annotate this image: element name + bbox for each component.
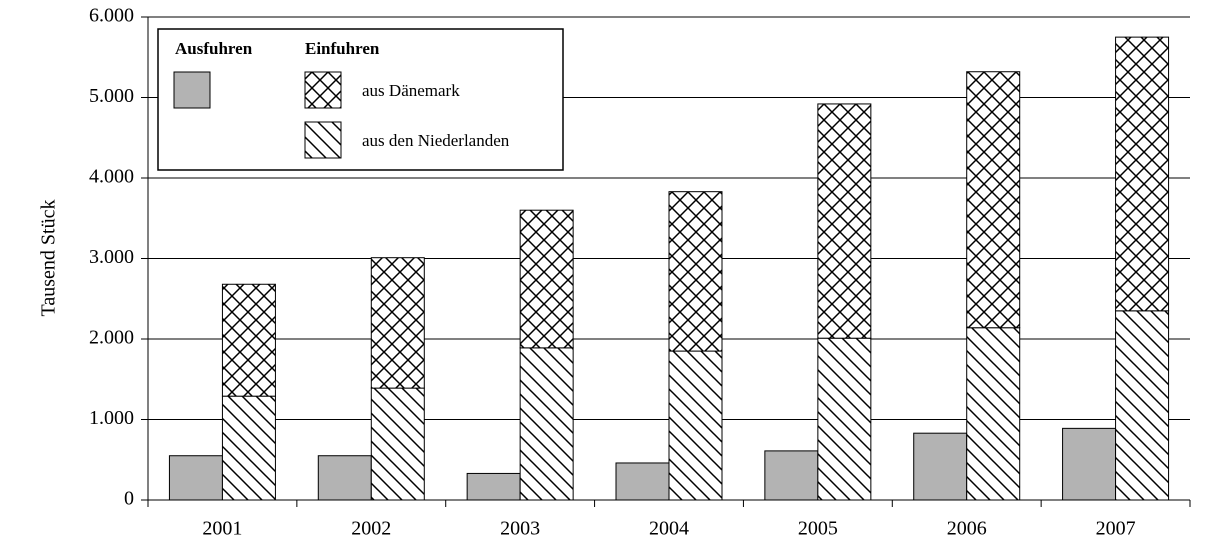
bar <box>519 347 574 501</box>
x-tick-label: 2006 <box>947 518 987 540</box>
bar <box>817 103 872 339</box>
legend-label: aus Dänemark <box>362 81 460 100</box>
bar <box>817 337 872 501</box>
bar <box>668 191 723 352</box>
x-tick-label: 2001 <box>202 518 242 540</box>
y-axis-label: Tausend Stück <box>38 200 60 317</box>
bar <box>668 350 723 501</box>
bar <box>370 257 425 389</box>
legend-box <box>157 28 564 171</box>
x-tick-label: 2004 <box>649 518 689 540</box>
bar <box>913 432 968 501</box>
bar <box>966 71 1021 329</box>
x-tick-label: 2005 <box>798 518 838 540</box>
bar <box>1062 427 1117 501</box>
y-tick-label: 0 <box>124 488 134 510</box>
bar <box>168 455 223 501</box>
x-tick-label: 2007 <box>1096 518 1136 540</box>
y-tick-label: 6.000 <box>89 5 134 27</box>
bar <box>370 387 425 501</box>
legend-swatch <box>304 71 342 109</box>
bar <box>317 455 372 501</box>
legend-group: Einfuhren <box>305 39 380 58</box>
y-tick-label: 4.000 <box>89 166 134 188</box>
bar <box>1115 36 1170 312</box>
bar <box>966 327 1021 501</box>
bar <box>764 450 819 501</box>
y-tick-label: 2.000 <box>89 327 134 349</box>
bar <box>1115 310 1170 501</box>
legend-label: Ausfuhren <box>175 39 253 58</box>
legend-label: aus den Niederlanden <box>362 131 510 150</box>
bar <box>221 395 276 501</box>
legend-swatch <box>173 71 211 109</box>
x-tick-label: 2003 <box>500 518 540 540</box>
x-tick-label: 2002 <box>351 518 391 540</box>
bar <box>519 209 574 349</box>
bar <box>615 462 670 501</box>
bar <box>466 472 521 501</box>
legend-swatch <box>304 121 342 159</box>
y-tick-label: 5.000 <box>89 85 134 107</box>
bar <box>221 283 276 397</box>
y-tick-label: 3.000 <box>89 246 134 268</box>
y-tick-label: 1.000 <box>89 407 134 429</box>
